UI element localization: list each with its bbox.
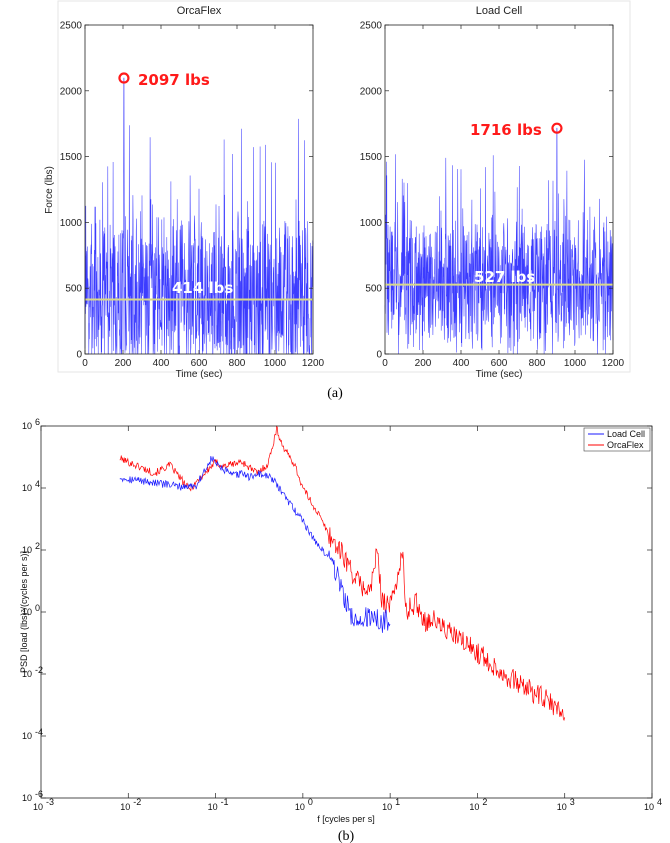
- psd-ytick-exponent: 2: [35, 541, 40, 551]
- loadcell-chart: Load Cell 0 500 1000 1500 2000 2500 0 200 400 60…: [360, 5, 625, 380]
- psd-xtick-exponent: 3: [570, 797, 575, 807]
- load-xtick-label: 400: [453, 358, 470, 369]
- orcaflex-peak-marker: [118, 72, 130, 84]
- psd-xtick-label: 10: [33, 802, 43, 812]
- orca-ytick-label: 1000: [60, 218, 83, 229]
- psd-ytick-label: 10: [22, 421, 32, 431]
- orca-ytick-label: 500: [65, 284, 82, 295]
- psd-ytick-exponent: 6: [35, 417, 40, 427]
- loadcell-peak-label: 1716 lbs: [470, 121, 542, 139]
- load-ytick-label: 2500: [360, 21, 383, 32]
- psd-series-layer: [119, 425, 566, 722]
- load-xtick-label: 1000: [564, 358, 587, 369]
- orcaflex-title: OrcaFlex: [177, 5, 222, 17]
- psd-xtick-label: 10: [557, 802, 567, 812]
- psd-xtick-label: 10: [644, 802, 654, 812]
- orcaflex-ylabel: Force (lbs): [44, 166, 55, 214]
- load-ytick-label: 1500: [360, 152, 383, 163]
- loadcell-x-ticks: 0 200 400 600 800 1000 1200: [382, 25, 625, 369]
- psd-xtick-exponent: 4: [657, 797, 662, 807]
- orcaflex-force-series: [84, 77, 314, 355]
- orca-xtick-label: 600: [191, 358, 208, 369]
- panel-a-frame: [57, 0, 631, 373]
- loadcell-force-series: [384, 127, 614, 355]
- orcaflex-peak-label: 2097 lbs: [138, 71, 210, 89]
- orca-ytick-label: 1500: [60, 152, 83, 163]
- psd-ytick-exponent: -6: [35, 789, 43, 799]
- load-xtick-label: 600: [491, 358, 508, 369]
- psd-xtick-exponent: 0: [308, 797, 313, 807]
- psd-ytick-exponent: -2: [35, 665, 43, 675]
- orcaflex-xlabel: Time (sec): [176, 369, 223, 380]
- psd-xtick-label: 10: [382, 802, 392, 812]
- orca-xtick-label: 0: [82, 358, 88, 369]
- load-force-trace: [384, 127, 614, 355]
- psd-ytick-label: 10: [22, 731, 32, 741]
- loadcell-peak-marker: [551, 122, 563, 134]
- psd-ytick-label: 10: [22, 545, 32, 555]
- orca-xtick-label: 1200: [302, 358, 325, 369]
- caption-a: (a): [327, 386, 343, 401]
- load-xtick-label: 1200: [602, 358, 625, 369]
- orcaflex-y-ticks: 0 500 1000 1500 2000 2500: [60, 21, 313, 361]
- orca-ytick-label: 2500: [60, 21, 83, 32]
- load-ytick-label: 2000: [360, 86, 383, 97]
- orca-xtick-label: 800: [229, 358, 246, 369]
- psd-xtick-label: 10: [295, 802, 305, 812]
- psd-xtick-label: 10: [120, 802, 130, 812]
- psd-ytick-exponent: -4: [35, 727, 43, 737]
- load-xtick-label: 800: [529, 358, 546, 369]
- psd-legend-label-orcaflex: OrcaFlex: [607, 440, 644, 450]
- load-xtick-label: 0: [382, 358, 388, 369]
- psd-xtick-exponent: -3: [46, 797, 54, 807]
- psd-xlabel: f [cycles per s]: [317, 814, 375, 824]
- loadcell-y-ticks: 0 500 1000 1500 2000 2500: [360, 21, 613, 361]
- psd-xtick-exponent: -2: [133, 797, 141, 807]
- psd-ytick-label: 10: [22, 483, 32, 493]
- psd-x-ticks: 10 -3 10 -2 10 -1 10 0 10 1 10 2 10 3 10 4: [33, 426, 662, 812]
- psd-xtick-exponent: 2: [482, 797, 487, 807]
- psd-ytick-label: 10: [22, 669, 32, 679]
- psd-ytick-exponent: 0: [35, 603, 40, 613]
- orca-ytick-label: 0: [76, 350, 82, 361]
- psd-xtick-exponent: -1: [221, 797, 229, 807]
- psd-ytick-exponent: 4: [35, 479, 40, 489]
- orca-xtick-label: 400: [153, 358, 170, 369]
- orcaflex-chart: OrcaFlex Force (lbs) 0500100015002000250…: [44, 5, 325, 380]
- load-ytick-label: 0: [376, 350, 382, 361]
- orca-xtick-label: 1000: [264, 358, 287, 369]
- psd-ylabel: PSD [load (lbs)²/(cycles per s)]: [19, 551, 29, 673]
- orca-xtick-label: 200: [115, 358, 132, 369]
- loadcell-xlabel: Time (sec): [476, 369, 523, 380]
- caption-b: (b): [338, 829, 355, 843]
- orca-force-trace: [84, 77, 314, 355]
- psd-ytick-label: 10: [22, 793, 32, 803]
- load-ytick-label: 500: [365, 284, 382, 295]
- psd-series-orcaflex: [119, 425, 566, 722]
- loadcell-title: Load Cell: [476, 5, 522, 17]
- loadcell-mean-label: 527 lbs: [474, 268, 535, 286]
- psd-xtick-label: 10: [208, 802, 218, 812]
- psd-xtick-exponent: 1: [395, 797, 400, 807]
- psd-series-load-cell: [119, 456, 391, 633]
- psd-xtick-label: 10: [469, 802, 479, 812]
- psd-legend-label-loadcell: Load Cell: [607, 429, 645, 439]
- psd-legend: Load Cell OrcaFlex: [583, 427, 651, 452]
- psd-ytick-label: 10: [22, 607, 32, 617]
- orcaflex-mean-label: 414 lbs: [172, 279, 233, 297]
- load-ytick-label: 1000: [360, 218, 383, 229]
- orcaflex-x-ticks: 0 200 400 600 800 1000 1200: [82, 25, 325, 369]
- orca-ytick-label: 2000: [60, 86, 83, 97]
- load-xtick-label: 200: [415, 358, 432, 369]
